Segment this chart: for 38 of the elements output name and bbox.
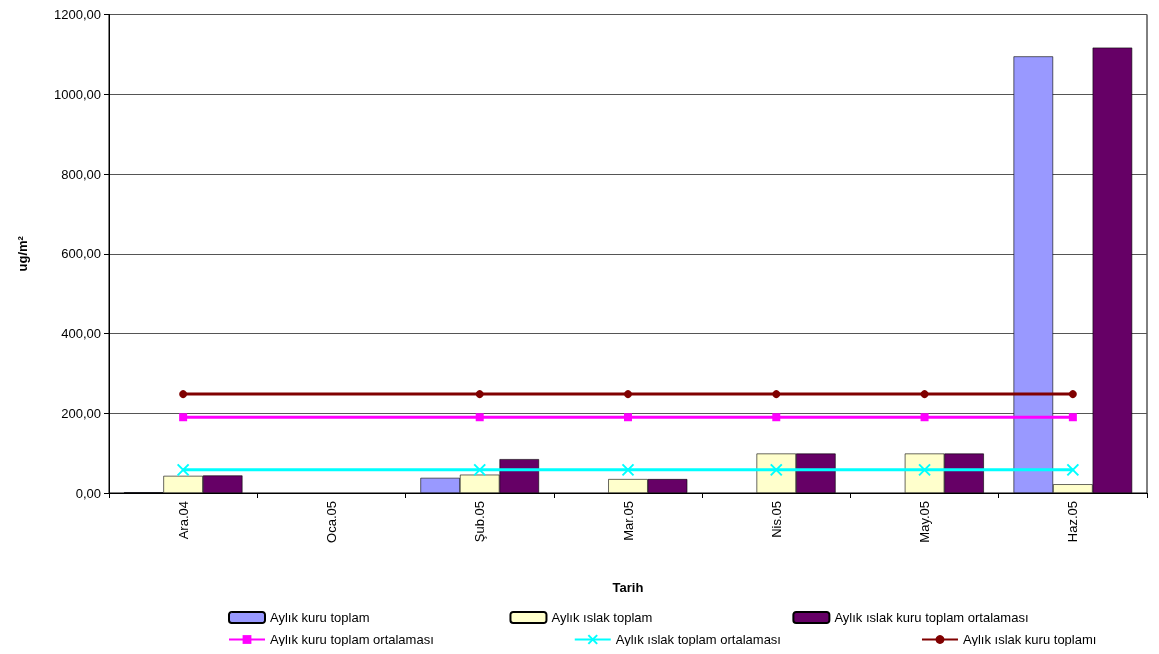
y-axis-title: ug/m² <box>15 235 30 272</box>
y-tick-label: 1000,00 <box>54 86 101 102</box>
legend-label: Aylık ıslak kuru toplamı <box>962 632 1097 647</box>
point <box>1068 413 1077 422</box>
x-tick-label: May.05 <box>917 501 933 543</box>
point <box>624 413 632 422</box>
point <box>772 413 781 422</box>
legend-label: Aylık ıslak kuru toplam ortalaması <box>834 610 1029 625</box>
point <box>920 390 929 399</box>
y-tick-label: 200,00 <box>61 405 101 421</box>
x-tick-label: Oca.05 <box>323 501 339 543</box>
y-tick-label: 1200,00 <box>54 7 101 22</box>
legend-label: Aylık kuru toplam ortalaması <box>270 632 434 647</box>
point <box>1066 463 1080 477</box>
point <box>176 463 190 477</box>
x-axis-title: Tarih <box>612 580 644 595</box>
point <box>920 413 929 422</box>
y-tick-label: 600,00 <box>61 246 101 262</box>
y-tick-label: 400,00 <box>61 326 101 341</box>
point <box>475 390 484 399</box>
point <box>1068 390 1077 399</box>
x-tick-label: Ara.04 <box>175 501 191 540</box>
y-tick-label: 0,00 <box>75 485 101 501</box>
x-tick-label: Nis.05 <box>768 501 784 538</box>
y-tick-label: 800,00 <box>61 166 101 182</box>
point <box>475 413 484 422</box>
point <box>772 390 781 399</box>
legend-label: Aylık ıslak toplam <box>551 610 653 625</box>
point <box>624 390 632 399</box>
x-tick-label: Haz.05 <box>1065 501 1081 543</box>
legend-label: Aylık ıslak toplam ortalaması <box>615 632 781 647</box>
point <box>179 390 188 399</box>
x-tick-label: Şub.05 <box>472 501 488 543</box>
point <box>179 413 188 422</box>
x-tick-label: Mar.05 <box>620 501 636 541</box>
legend-label: Aylık kuru toplam <box>270 610 370 625</box>
point <box>621 463 635 477</box>
point <box>473 463 487 477</box>
